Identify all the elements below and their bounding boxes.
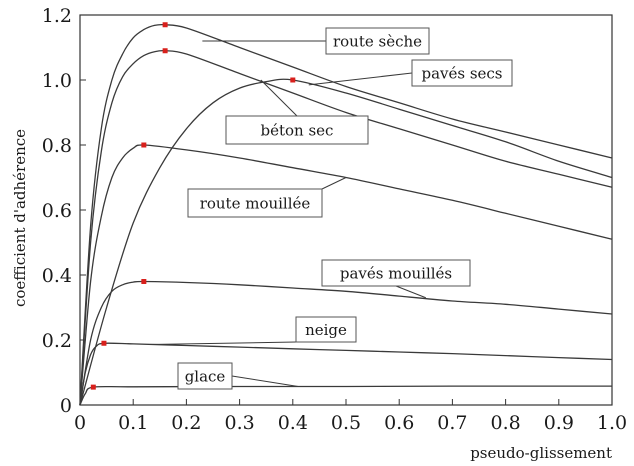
label-box — [411, 59, 513, 87]
peak-markers — [90, 22, 296, 390]
y-tick-label: 0.8 — [42, 135, 72, 157]
curve-label-glace: glace — [177, 362, 299, 390]
label-box — [177, 362, 233, 390]
x-tick-label: 0 — [74, 412, 86, 434]
leader-line — [321, 177, 347, 190]
x-tick-label: 0.1 — [118, 412, 148, 434]
curve-label-beton-sec: béton sec — [225, 79, 369, 145]
curve-label-paves-secs: pavés secs — [308, 59, 513, 87]
x-tick-label: 0.7 — [437, 412, 467, 434]
curve-label-paves-mouilles: pavés mouillés — [321, 259, 471, 299]
curve-paves-mouilles — [79, 280, 613, 406]
x-tick-label: 0.5 — [331, 412, 361, 434]
plot-frame — [79, 14, 613, 406]
curve-labels: route sèche pavés secs béton sec route moui… — [149, 27, 513, 390]
curve-beton-sec — [79, 49, 613, 406]
label-text: route mouillée — [200, 195, 311, 213]
label-box — [295, 316, 357, 343]
curve-route-mouillee — [79, 144, 613, 406]
curve-route-seche — [79, 23, 613, 406]
curve-paves-secs — [79, 78, 613, 406]
leader-line — [395, 285, 426, 299]
label-text: glace — [185, 368, 226, 386]
x-axis-title: pseudo-glissement — [470, 444, 612, 462]
plot-border — [79, 14, 613, 406]
label-text: béton sec — [261, 122, 334, 140]
leader-line — [260, 79, 298, 117]
curve-label-neige: neige — [149, 316, 357, 346]
x-tick-label: 0.6 — [384, 412, 414, 434]
peak-marker-paves-mouilles — [141, 279, 147, 284]
y-tick-label: 1.0 — [42, 70, 72, 92]
curve-label-route-seche: route sèche — [202, 27, 430, 55]
label-text: route sèche — [333, 33, 422, 51]
y-tick-label: 0 — [60, 395, 72, 417]
peak-marker-route-mouillee — [141, 142, 147, 148]
y-tick-label: 0.2 — [42, 330, 72, 352]
leader-line — [308, 72, 413, 86]
leader-line — [231, 375, 299, 387]
peak-marker-beton-sec — [162, 48, 168, 54]
label-box — [321, 259, 471, 287]
y-tick-label: 1.2 — [42, 5, 72, 27]
x-tick-label: 1.0 — [597, 412, 627, 434]
label-text: pavés secs — [421, 65, 502, 83]
curve-label-route-mouillee: route mouillée — [187, 177, 347, 218]
curves — [79, 23, 613, 406]
y-axis-title: coefficient d'adhérence — [11, 129, 29, 307]
y-tick-label: 0.4 — [42, 265, 72, 287]
label-box — [325, 27, 430, 55]
label-box — [187, 188, 323, 218]
y-tick-label: 0.6 — [42, 200, 72, 222]
peak-marker-neige — [101, 340, 107, 346]
x-tick-label: 0.9 — [544, 412, 574, 434]
x-tick-label: 0.4 — [278, 412, 308, 434]
x-tick-label: 0.8 — [490, 412, 520, 434]
label-text: pavés mouillés — [340, 265, 452, 283]
x-tick-label: 0.2 — [171, 412, 201, 434]
curve-glace — [79, 385, 612, 406]
curve-neige — [79, 342, 613, 406]
leader-line — [149, 341, 297, 346]
peak-marker-route-seche — [162, 22, 168, 28]
label-text: neige — [305, 321, 347, 339]
label-box — [225, 115, 369, 145]
peak-marker-paves-secs — [290, 77, 296, 83]
axis-ticks: 0 0.1 0.2 0.3 0.4 0.5 0.6 0.7 0.8 0.9 1.0 0 0.2 0.4 0.… — [42, 5, 627, 434]
x-tick-label: 0.3 — [224, 412, 254, 434]
peak-marker-glace — [90, 384, 96, 390]
